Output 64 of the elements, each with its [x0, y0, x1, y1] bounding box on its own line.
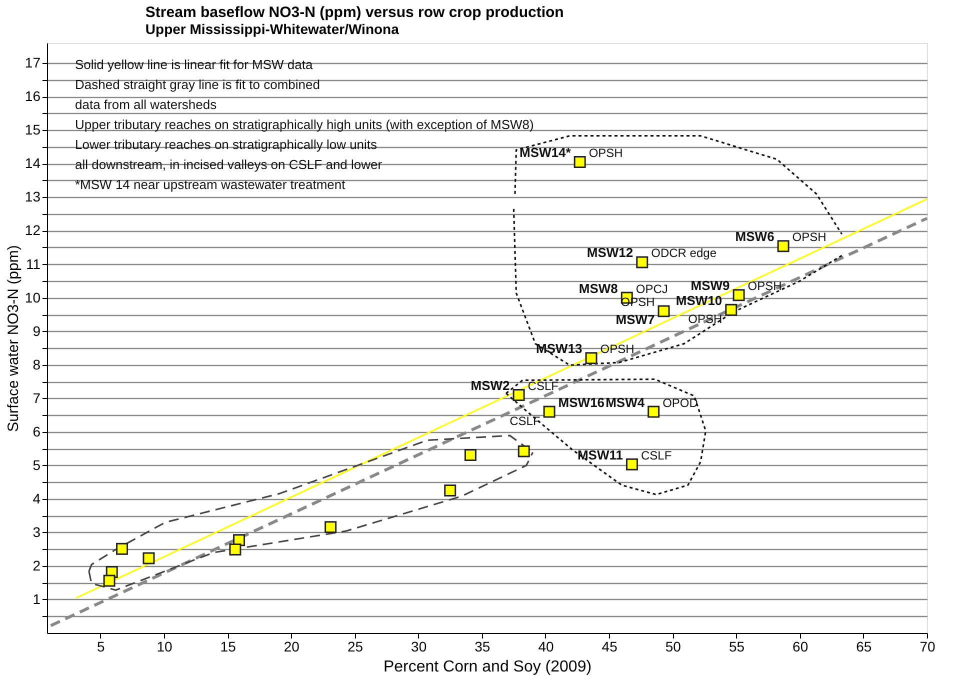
chart-subtitle: Upper Mississippi-Whitewater/Winona — [145, 21, 400, 37]
x-tick-label: 60 — [792, 638, 808, 654]
annotation: Solid yellow line is linear fit for MSW data — [75, 57, 314, 72]
annotation: MSW9 — [690, 278, 730, 294]
annotation: MSW13 — [536, 341, 582, 356]
x-tick-label: 70 — [920, 638, 936, 654]
x-tick-label: 20 — [284, 638, 300, 654]
annotation: CSLF — [640, 448, 672, 462]
y-tick-label: 7 — [32, 390, 41, 406]
annotation: MSW16 — [558, 394, 605, 410]
y-tick-label: 12 — [24, 222, 41, 238]
x-tick-label: 55 — [728, 638, 745, 654]
annotation: CSLF — [528, 378, 558, 393]
annotation: MSW14* — [520, 145, 572, 160]
x-tick-label: 45 — [602, 638, 618, 654]
y-tick-label: 5 — [32, 456, 41, 473]
y-tick-label: 17 — [24, 54, 41, 71]
x-tick-label: 10 — [156, 638, 172, 654]
annotation: data from all watersheds — [75, 97, 218, 112]
y-tick-label: 15 — [24, 122, 41, 138]
y-tick-label: 13 — [24, 188, 41, 205]
annotation: OPSH — [748, 279, 782, 294]
x-tick-label: 5 — [97, 638, 106, 654]
y-tick-label: 1 — [32, 590, 41, 607]
x-tick-label: 15 — [220, 638, 236, 654]
annotation: all downstream, in incised valleys on CSLF and lower — [75, 157, 383, 172]
annotation: CSLF — [510, 414, 540, 428]
chart-title: Stream baseflow NO3-N (ppm) versus row crop production — [145, 4, 564, 21]
annotation: MSW8 — [578, 280, 618, 296]
y-tick-label: 6 — [32, 423, 41, 440]
y-tick-label: 10 — [24, 289, 41, 306]
annotation: OPSH — [688, 312, 722, 326]
y-tick-label: 11 — [26, 256, 41, 272]
y-tick-label: 3 — [32, 524, 41, 540]
y-tick-label: 9 — [32, 322, 41, 339]
y-tick-label: 4 — [32, 490, 41, 506]
y-tick-label: 14 — [24, 155, 41, 172]
x-axis-title: Percent Corn and Soy (2009) — [383, 658, 592, 676]
annotation: OPSH — [792, 230, 826, 244]
annotation: ODCR edge — [651, 246, 717, 260]
annotation: Upper tributary reaches on stratigraphically high units (with exception of MSW8) — [75, 117, 534, 132]
x-tick-label: 65 — [856, 638, 872, 654]
annotation: MSW7 — [616, 312, 655, 328]
y-tick-label: 8 — [32, 356, 41, 372]
annotation: OPCJ — [636, 282, 668, 296]
annotation: MSW2 — [470, 378, 510, 393]
x-tick-label: 40 — [538, 638, 554, 654]
annotation: Dashed straight gray line is fit to combined — [75, 77, 320, 92]
x-tick-label: 35 — [474, 638, 490, 654]
y-tick-label: 16 — [24, 88, 41, 104]
annotation: MSW6 — [735, 229, 774, 244]
annotation: OPOD — [662, 396, 698, 410]
y-axis-title: Surface water NO3-N (ppm) — [4, 245, 22, 432]
x-tick-label: 25 — [347, 638, 364, 654]
annotation: MSW4 — [606, 394, 646, 410]
annotation: MSW11 — [577, 447, 623, 462]
y-tick-label: 2 — [32, 557, 41, 574]
annotation: Lower tributary reaches on stratigraphically low units — [75, 137, 378, 152]
annotation: *MSW 14 near upstream wastewater treatment — [75, 177, 346, 192]
annotation: OPSH — [620, 295, 655, 310]
x-tick-label: 30 — [411, 638, 427, 654]
x-tick-label: 50 — [665, 638, 682, 654]
annotation: MSW12 — [586, 245, 634, 260]
annotation: OPSH — [588, 146, 623, 160]
